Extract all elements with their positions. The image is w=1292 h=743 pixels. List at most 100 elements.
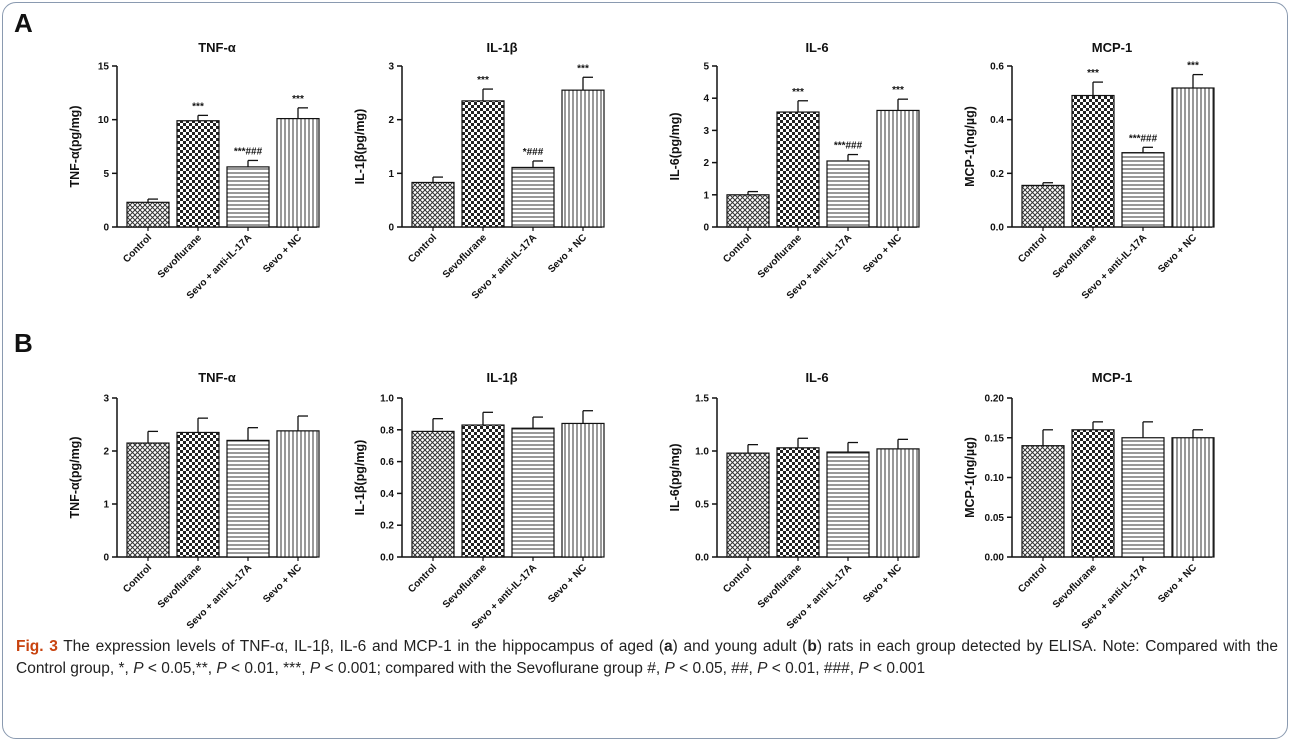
bar-sevoflurane [461,424,505,558]
x-tick-label: Control [721,232,754,265]
y-tick-label: 0.0 [990,223,1004,234]
caption-panel-a-ref: a [664,638,673,655]
bar-sevo-nc [876,109,920,228]
bar-sevo-nc [276,430,320,558]
bar-sevo-anti-il-17a [511,166,555,228]
caption-panel-b-ref: b [807,638,817,655]
bar-sevo-nc [1171,437,1215,558]
figure-canvas: A B TNF-αTNF-α(pg/mg)051015Control***Sev… [14,8,1215,630]
y-tick-label: 0.05 [985,513,1005,524]
caption-p-symbol: P [858,660,869,677]
x-tick-label: Control [1016,562,1049,595]
chart-b-1: TNF-α TNF-α(pg/mg) 0 1 2 3 Control Sevoflurane S… [68,370,320,630]
chart-title: IL-6 [805,370,828,385]
bar-control [726,194,770,228]
bar-sevo-anti-il-17a [1121,437,1165,558]
significance-label: *** [892,85,904,96]
bar-sevo-nc [1171,87,1215,228]
caption-text-7: < 0.05, ##, [674,660,758,677]
bar-sevo-anti-il-17a [511,427,555,558]
caption-text-6: < 0.001; compared with the Sevoflurane g… [320,660,665,677]
caption-text-5: < 0.01, ***, [226,660,310,677]
y-tick-label: 4 [703,94,709,105]
chart-title: MCP-1 [1092,370,1132,385]
caption-p-symbol: P [757,660,768,677]
significance-label: *** [1087,68,1099,79]
x-tick-label: Control [121,562,154,595]
bar-sevoflurane [461,100,505,228]
y-axis-label: IL-1β(pg/mg) [353,440,367,516]
x-tick-label: Sevoflurane [1051,562,1100,611]
y-tick-label: 0.2 [990,169,1004,180]
panel-letter-b: B [14,328,33,358]
caption-text-2: ) and young adult ( [672,638,808,655]
bar-sevoflurane [1071,94,1115,228]
x-tick-label: Control [406,232,439,265]
caption-text-1: The expression levels of TNF-α, IL-1β, I… [57,638,665,655]
bar-sevo-anti-il-17a [1121,152,1165,228]
y-tick-label: 0.20 [985,394,1005,405]
figure-label: Fig. 3 [16,638,58,655]
y-tick-label: 0.6 [380,457,394,468]
y-tick-label: 0.0 [380,553,394,564]
y-tick-label: 3 [388,62,394,73]
y-axis-label: IL-6(pg/mg) [668,112,682,180]
significance-label: *** [792,87,804,98]
y-tick-label: 0.2 [380,521,394,532]
y-tick-label: 1.0 [695,447,709,458]
x-tick-label: Sevo + NC [546,232,589,275]
bar-control [726,452,770,558]
caption-p-symbol: P [309,660,321,677]
significance-label: *** [1187,61,1199,72]
y-tick-label: 0.8 [380,425,394,436]
bar-sevoflurane [176,431,220,558]
y-axis-label: IL-1β(pg/mg) [353,109,367,185]
x-tick-label: Sevoflurane [756,562,805,611]
chart-a-4: MCP-1 MCP-1(ng/µg) 0.0 0.2 0.4 0.6 Control *** S… [963,40,1215,302]
x-tick-label: Sevoflurane [441,232,490,281]
chart-title: IL-1β [486,40,517,55]
bar-sevo-nc [561,89,605,228]
x-tick-label: Sevo + NC [861,232,904,275]
significance-label: *** [192,101,204,112]
y-axis-label: TNF-α(pg/mg) [68,106,82,188]
x-tick-label: Sevoflurane [756,232,805,281]
chart-a-2: IL-1β IL-1β(pg/mg) 0 1 2 3 Control *** Sevoflura… [353,40,605,302]
panel-letter-a: A [14,8,33,38]
caption-text-3: ) rats in each group detected by ELISA. … [16,638,1278,677]
bar-sevo-anti-il-17a [826,160,870,228]
chart-title: TNF-α [198,40,236,55]
y-tick-label: 0 [103,553,109,564]
bar-control [411,181,455,228]
y-axis-label: MCP-1(ng/µg) [963,106,977,187]
x-tick-label: Sevoflurane [156,232,205,281]
x-tick-label: Control [1016,232,1049,265]
x-tick-label: Sevo + NC [1156,562,1199,605]
chart-title: MCP-1 [1092,40,1132,55]
y-tick-label: 1 [103,500,109,511]
bar-sevoflurane [776,111,820,228]
y-tick-label: 0.6 [990,62,1004,73]
x-tick-label: Sevoflurane [441,562,490,611]
y-axis-label: MCP-1(ng/µg) [963,437,977,518]
y-tick-label: 0.15 [985,433,1005,444]
caption-text-8: < 0.01, ###, [767,660,859,677]
chart-b-2: IL-1β IL-1β(pg/mg) 0.0 0.2 0.4 0.6 0.8 1.0 Contr… [353,370,605,630]
figure-caption: Fig. 3 The expression levels of TNF-α, I… [16,636,1278,680]
chart-a-1: TNF-α TNF-α(pg/mg) 0 5 10 15 Control *** Sevoflu… [68,40,320,302]
x-tick-label: Sevoflurane [1051,232,1100,281]
caption-text-4: < 0.05,**, [143,660,217,677]
x-tick-label: Sevo + NC [861,562,904,605]
y-tick-label: 3 [703,126,709,137]
bar-sevo-nc [276,117,320,228]
y-tick-label: 0.4 [380,489,394,500]
significance-label: ***### [834,141,863,152]
y-axis-label: IL-6(pg/mg) [668,443,682,511]
bar-sevo-anti-il-17a [826,451,870,558]
significance-label: *** [577,63,589,74]
y-tick-label: 0.10 [985,473,1005,484]
significance-label: ***### [1129,133,1158,144]
bar-sevo-anti-il-17a [226,166,270,228]
x-tick-label: Control [121,232,154,265]
bar-control [126,201,170,228]
